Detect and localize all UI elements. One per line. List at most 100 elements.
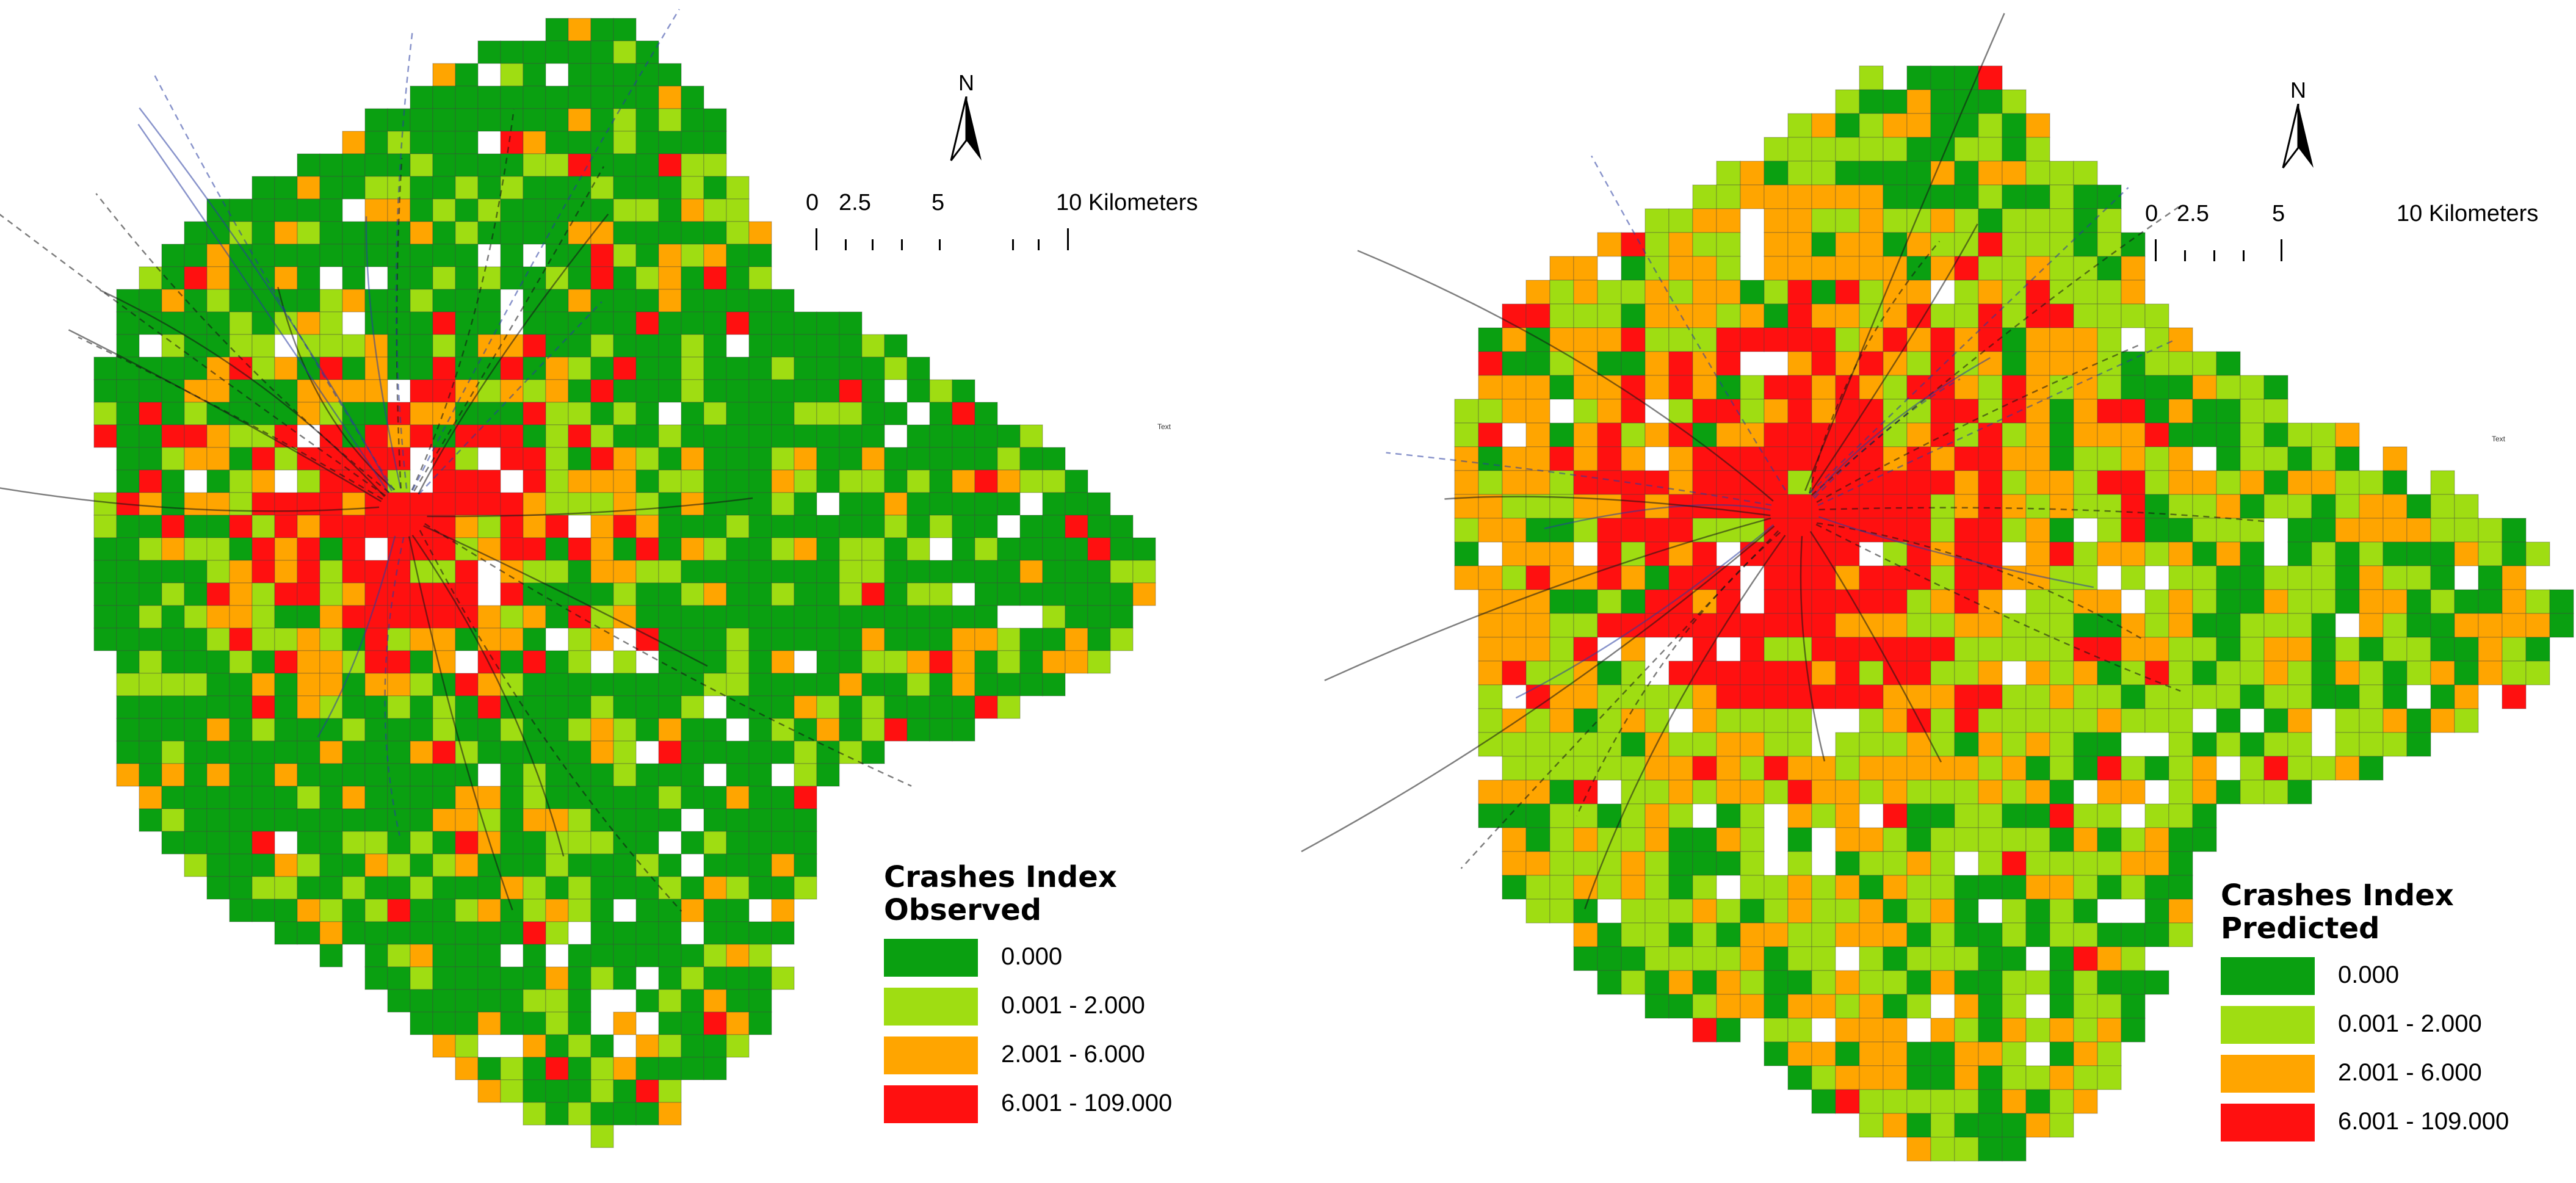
grid-cell (1525, 446, 1550, 471)
grid-cell (1692, 256, 1717, 281)
grid-cell (1692, 780, 1717, 805)
grid-cell (568, 198, 592, 222)
grid-cell (1621, 541, 1646, 566)
grid-cell (2406, 518, 2431, 543)
grid-cell (1978, 875, 2003, 900)
grid-cell (839, 515, 863, 538)
observed-crash-grid-map (0, 9, 1156, 1148)
grid-cell (658, 356, 682, 380)
grid-cell (1668, 541, 1693, 566)
grid-cell (1502, 780, 1527, 805)
grid-cell (1597, 946, 1622, 971)
legend-title-line1: Crashes Index (2221, 878, 2454, 913)
grid-cell (613, 944, 637, 968)
grid-cell (161, 673, 185, 696)
grid-cell (1930, 399, 1955, 424)
grid-cell (1525, 660, 1550, 686)
grid-cell (387, 289, 411, 313)
grid-cell (1787, 1041, 1812, 1066)
grid-cell (703, 108, 727, 132)
grid-cell (726, 447, 750, 471)
grid-cell (297, 673, 320, 696)
observed-map-panel: N 0 2.5 5 10 Kilometers Text Crashes Ind… (0, 9, 1198, 1148)
grid-cell (2121, 518, 2146, 543)
grid-cell (2263, 470, 2288, 495)
grid-cell (1978, 184, 2003, 209)
grid-cell (2168, 899, 2193, 924)
grid-cell (2335, 541, 2360, 566)
grid-cell (229, 740, 253, 764)
grid-cell (726, 244, 750, 267)
grid-cell (2263, 637, 2288, 662)
grid-cell (1065, 515, 1088, 538)
grid-cell (1859, 280, 1884, 305)
grid-cell (1621, 327, 1646, 352)
grid-cell (1454, 422, 1479, 447)
grid-cell (455, 876, 479, 900)
grid-cell (139, 740, 162, 764)
grid-cell (1835, 208, 1860, 233)
grid-cell (1811, 161, 1836, 186)
grid-cell (2097, 922, 2122, 947)
grid-cell (410, 966, 433, 990)
grid-cell (771, 921, 795, 945)
grid-cell (523, 853, 546, 877)
grid-cell (658, 153, 682, 177)
grid-cell (2549, 589, 2574, 614)
grid-cell (2025, 922, 2050, 947)
grid-cell (974, 469, 998, 493)
grid-cell (2097, 470, 2122, 495)
grid-cell (1906, 518, 1931, 543)
grid-cell (1954, 184, 1979, 209)
grid-cell (545, 899, 569, 922)
grid-cell (1644, 899, 1670, 924)
grid-cell (477, 989, 501, 1013)
grid-cell (432, 63, 456, 87)
grid-cell (1668, 208, 1693, 233)
road-network (1301, 13, 2265, 910)
grid-cell (1811, 208, 1836, 233)
grid-cell (1597, 756, 1622, 781)
grid-cell (1764, 375, 1789, 400)
grid-cell (229, 198, 253, 222)
grid-cell (906, 673, 930, 696)
grid-cell (410, 153, 433, 177)
grid-cell (2263, 780, 2288, 805)
grid-cell (364, 311, 388, 335)
grid-cell (1954, 970, 1979, 995)
grid-cell (161, 718, 185, 742)
grid-cell (1621, 970, 1646, 995)
grid-cell (2359, 470, 2384, 495)
grid-cell (1692, 756, 1717, 781)
grid-cell (139, 424, 162, 448)
grid-cell (839, 718, 863, 742)
grid-cell (1764, 184, 1789, 209)
grid-cell (455, 289, 479, 313)
grid-cell (2240, 780, 2265, 805)
grid-cell (545, 650, 569, 674)
grid-cell (2097, 803, 2122, 828)
grid-cell (1502, 446, 1527, 471)
grid-cell (410, 763, 433, 787)
grid-cell (545, 311, 569, 335)
grid-cell (1621, 303, 1646, 328)
grid-cell (2002, 1137, 2027, 1162)
grid-cell (1764, 637, 1789, 662)
grid-cell (794, 763, 817, 787)
grid-cell (2002, 280, 2027, 305)
grid-cell (1835, 756, 1860, 781)
grid-cell (861, 605, 885, 629)
grid-cell (2263, 375, 2288, 400)
grid-cell (1716, 280, 1741, 305)
grid-cell (1597, 970, 1622, 995)
grid-cell (1668, 780, 1693, 805)
grid-cell (726, 605, 750, 629)
grid-cell (455, 899, 479, 922)
grid-cell (1883, 89, 1908, 114)
grid-cell (523, 1102, 546, 1126)
grid-cell (387, 244, 411, 267)
grid-cell (1859, 1113, 1884, 1138)
grid-cell (1621, 803, 1646, 828)
grid-cell (748, 492, 772, 516)
grid-cell (2049, 541, 2074, 566)
